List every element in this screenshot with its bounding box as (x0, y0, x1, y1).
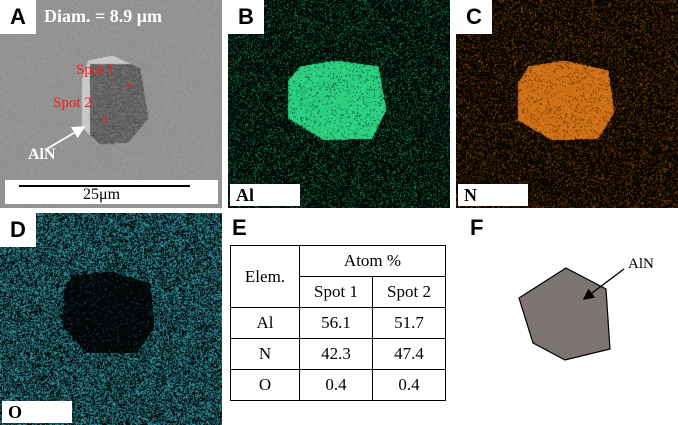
aln-schematic (456, 213, 678, 425)
panel-label-d: D (0, 213, 36, 247)
scale-bar-box: 25μm (5, 180, 218, 204)
element-label-n: N (458, 184, 528, 206)
table-row: Al 56.1 51.7 (231, 308, 446, 339)
scale-label: 25μm (83, 186, 120, 204)
spot1-header: Spot 1 (300, 277, 373, 308)
panel-b-al-map: B Al (228, 0, 450, 208)
row-elem: Al (231, 308, 300, 339)
elem-header: Elem. (231, 246, 300, 308)
schematic-label: AlN (628, 256, 654, 273)
panel-d-o-map: D O (0, 213, 222, 425)
row-spot2: 47.4 (373, 339, 446, 370)
panel-c-n-map: C N (456, 0, 678, 208)
row-spot1: 56.1 (300, 308, 373, 339)
particle-arrow (0, 0, 222, 208)
aln-hexagon-shape (519, 268, 610, 360)
panel-label-c: C (456, 0, 492, 34)
element-label-al: Al (230, 184, 300, 206)
particle-label: AlN (28, 146, 56, 164)
panel-label-b: B (228, 0, 264, 34)
atom-percent-table: Elem. Atom % Spot 1 Spot 2 Al 56.1 51.7 … (230, 245, 446, 401)
row-spot1: 0.4 (300, 370, 373, 401)
panel-a-sem-image: A Diam. = 8.9 μm Spot 1 + Spot 2 + AlN 2… (0, 0, 222, 208)
element-label-o: O (2, 401, 72, 423)
panel-label-e: E (232, 215, 247, 241)
row-spot1: 42.3 (300, 339, 373, 370)
atom-group-header: Atom % (300, 246, 446, 277)
table-row: N 42.3 47.4 (231, 339, 446, 370)
row-spot2: 51.7 (373, 308, 446, 339)
row-spot2: 0.4 (373, 370, 446, 401)
row-elem: N (231, 339, 300, 370)
row-elem: O (231, 370, 300, 401)
table-row: O 0.4 0.4 (231, 370, 446, 401)
spot2-header: Spot 2 (373, 277, 446, 308)
